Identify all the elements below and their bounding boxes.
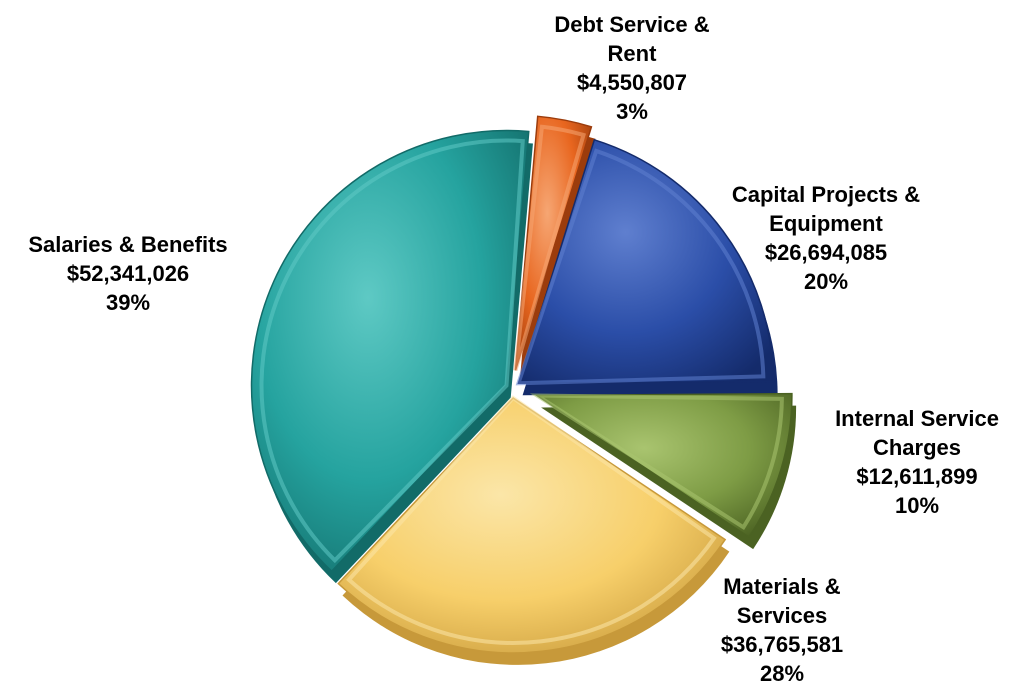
pie-slice-bevel xyxy=(259,138,525,564)
pie-slice-5 xyxy=(250,129,533,584)
slice-percent-label: 10% xyxy=(895,493,939,518)
slice-name-line: Equipment xyxy=(769,211,883,236)
slice-name-line: Capital Projects & xyxy=(732,182,920,207)
slice-name-line: Materials & xyxy=(723,574,840,599)
pie-slices xyxy=(250,115,797,665)
pie-slice-bevel xyxy=(529,393,784,531)
slice-percent-label: 3% xyxy=(616,99,648,124)
slice-label-1: Debt Service & Rent $4,550,807 3% xyxy=(554,12,709,124)
pie-labels: Debt Service & Rent $4,550,807 3% Capital Pr… xyxy=(28,12,999,686)
slice-name-line: Debt Service & xyxy=(554,12,709,37)
slice-label-4: Materials & Services $36,765,581 28% xyxy=(721,574,843,686)
slice-name-line: Services xyxy=(737,603,828,628)
pie-slice-face xyxy=(517,138,775,384)
pie-slice-4 xyxy=(337,395,730,665)
pie-slice-2 xyxy=(515,138,778,396)
slice-label-5: Salaries & Benefits $52,341,026 39% xyxy=(28,232,227,315)
slice-label-2: Capital Projects & Equipment $26,694,085 20… xyxy=(732,182,920,294)
slice-percent-label: 39% xyxy=(106,290,150,315)
slice-label-3: Internal Service Charges $12,611,899 10% xyxy=(835,406,999,518)
slice-name-line: Charges xyxy=(873,435,961,460)
slice-value-label: $52,341,026 xyxy=(67,261,189,286)
pie-slice-bevel xyxy=(513,124,586,371)
pie-slice-face xyxy=(250,129,530,573)
slice-name-line: Salaries & Benefits xyxy=(28,232,227,257)
slice-value-label: $36,765,581 xyxy=(721,632,843,657)
slice-value-label: $26,694,085 xyxy=(765,240,887,265)
pie-slice-face xyxy=(534,392,793,539)
slice-percent-label: 20% xyxy=(804,269,848,294)
slice-value-label: $4,550,807 xyxy=(577,70,687,95)
slice-name-line: Internal Service xyxy=(835,406,999,431)
pie-slice-bevel xyxy=(346,395,717,645)
slice-value-label: $12,611,899 xyxy=(856,464,977,489)
pie-slice-bevel xyxy=(515,148,766,386)
slice-name-line: Rent xyxy=(608,41,658,66)
slice-percent-label: 28% xyxy=(760,661,804,686)
pie-slice-face xyxy=(337,396,727,654)
pie-slice-3 xyxy=(529,392,797,550)
